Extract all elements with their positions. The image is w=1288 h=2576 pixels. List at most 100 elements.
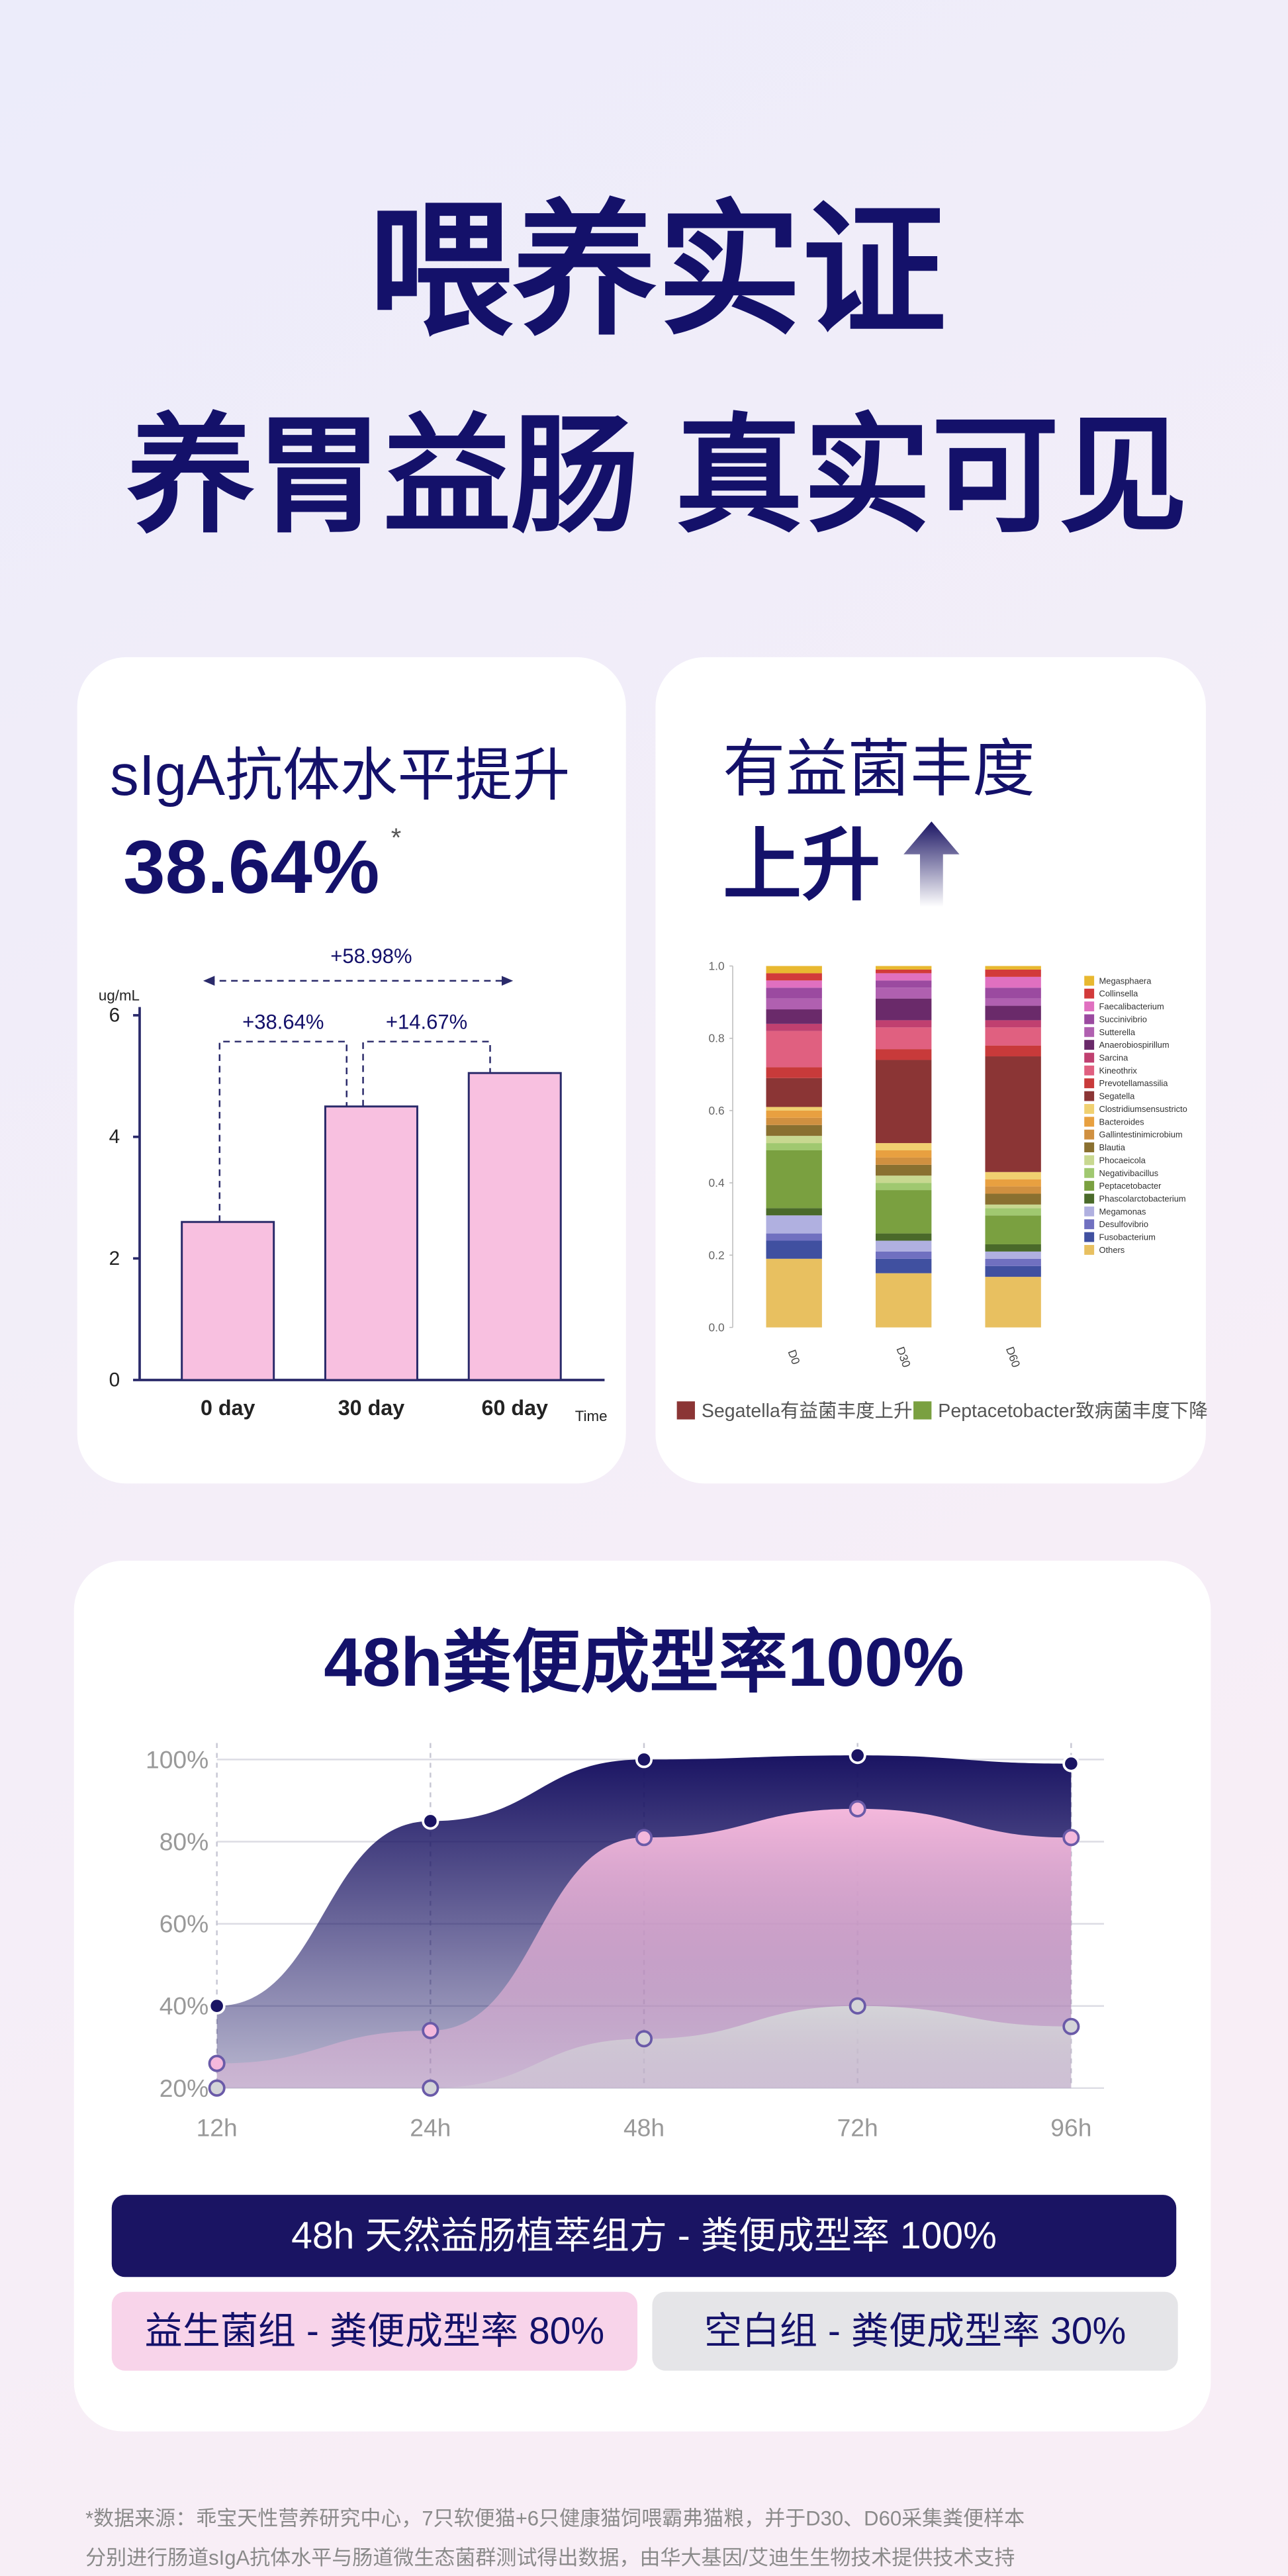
legend-swatch: [1084, 1040, 1095, 1050]
bar-segment: [985, 1172, 1041, 1179]
y-tick-label: 0.6: [708, 1104, 724, 1117]
bar-segment: [985, 1193, 1041, 1205]
bar-segment: [766, 1009, 822, 1024]
legend-swatch: [1084, 1244, 1095, 1255]
y-axis-label: ug/mL: [99, 988, 140, 1004]
card-title: 有益菌丰度: [723, 734, 1035, 804]
bar-segment: [875, 966, 932, 970]
legend-box: [111, 2195, 1177, 2277]
legend-label: Others: [1099, 1245, 1125, 1255]
bar-segment: [875, 1150, 932, 1158]
y-tick-label: 0: [109, 1369, 120, 1391]
legend-label: Negativibacillus: [1099, 1168, 1159, 1178]
legend-label: Fusobacterium: [1099, 1232, 1156, 1242]
bar-segment: [766, 973, 822, 981]
bar-segment: [875, 1240, 932, 1252]
legend-swatch: [1084, 1091, 1095, 1101]
bar-segment: [875, 1157, 932, 1165]
y-tick-label: 6: [109, 1004, 120, 1026]
data-point: [422, 2021, 439, 2039]
bar-segment: [766, 1233, 822, 1241]
x-tick-label: 30 day: [338, 1396, 404, 1420]
annotation: +38.64%: [242, 1010, 324, 1033]
legend-label: 空白组 - 粪便成型率 30%: [704, 2310, 1126, 2352]
bar-segment: [766, 1031, 822, 1068]
legend-swatch: [1084, 1168, 1095, 1178]
y-tick-label: 100%: [146, 1745, 208, 1773]
y-tick-label: 4: [109, 1126, 120, 1148]
x-tick-label: 60 day: [482, 1396, 548, 1420]
card-title: sIgA抗体水平提升: [110, 743, 570, 807]
legend-swatch: [1084, 1232, 1095, 1242]
bar-segment: [985, 1179, 1041, 1187]
annotation-bracket: [362, 1040, 491, 1107]
legend-label: Megamonas: [1099, 1207, 1146, 1217]
card-title: 48h粪便成型率100%: [324, 1624, 964, 1701]
bar-segment: [875, 973, 932, 981]
bar-segment: [875, 1175, 932, 1183]
legend-label: Prevotellamassilia: [1099, 1078, 1169, 1088]
legend-label: Segatella有益菌丰度上升: [702, 1401, 913, 1422]
x-tick-label: 72h: [837, 2113, 878, 2141]
legend-swatch: [1084, 988, 1095, 999]
legend-label: 48h 天然益肠植萃组方 - 粪便成型率 100%: [291, 2215, 997, 2257]
x-tick-label: 12h: [197, 2113, 238, 2141]
legend-swatch: [913, 1401, 932, 1420]
bar-segment: [875, 1060, 932, 1144]
x-axis-label: Time: [575, 1408, 608, 1424]
data-point: [849, 1747, 866, 1765]
legend-swatch: [1084, 1117, 1095, 1127]
bar-segment: [985, 1265, 1041, 1277]
legend-swatch: [1084, 1027, 1095, 1037]
bar-segment: [985, 1244, 1041, 1252]
legend-swatch: [1084, 1219, 1095, 1230]
headline-mark: *: [391, 823, 401, 852]
y-tick-label: 0.8: [708, 1032, 724, 1045]
legend-box: [652, 2291, 1178, 2371]
bar-segment: [875, 1027, 932, 1050]
bar: [467, 1072, 562, 1381]
bar-segment: [766, 988, 822, 999]
bar-segment: [766, 966, 822, 974]
annotation: +14.67%: [386, 1010, 467, 1033]
bar-segment: [766, 980, 822, 988]
legend-label: Gallintestinimicrobium: [1099, 1130, 1183, 1140]
bar-segment: [766, 1215, 822, 1234]
bar-segment: [766, 1258, 822, 1328]
legend-swatch: [1084, 1206, 1095, 1217]
y-tick-label: 0.2: [708, 1248, 724, 1262]
bar-segment: [985, 1027, 1041, 1046]
bar-segment: [766, 1208, 822, 1216]
bar-segment: [875, 1233, 932, 1241]
legend-label: 益生菌组 - 粪便成型率 80%: [145, 2310, 605, 2352]
legend-label: Anaerobiospirillum: [1099, 1040, 1170, 1050]
data-point: [849, 1997, 866, 2015]
y-tick-label: 60%: [160, 1910, 209, 1938]
bar-segment: [985, 1186, 1041, 1194]
legend-label: Clostridiumsensustricto: [1099, 1104, 1187, 1114]
bar-segment: [875, 980, 932, 988]
legend-label: Collinsella: [1099, 989, 1139, 999]
headline: 38.64%: [123, 825, 379, 909]
legend-label: Bacteroides: [1099, 1117, 1144, 1127]
annotation: +58.98%: [330, 944, 412, 968]
bar-segment: [985, 1056, 1041, 1172]
footnote: 分别进行肠道sIgA抗体水平与肠道微生态菌群测试得出数据，由华大基因/艾迪生生物…: [85, 2546, 1015, 2569]
bar-segment: [985, 988, 1041, 999]
legend-swatch: [1084, 976, 1095, 986]
bar-segment: [875, 1020, 932, 1028]
legend-label: Sarcina: [1099, 1053, 1129, 1063]
data-point: [635, 1751, 653, 1769]
bar-segment: [766, 1078, 822, 1107]
bar-segment: [875, 988, 932, 999]
legend-label: Kineothrix: [1099, 1066, 1138, 1076]
bar-segment: [766, 1107, 822, 1111]
page-title: 喂养实证: [368, 191, 946, 352]
data-point: [208, 1997, 226, 2015]
legend-swatch: [1084, 1078, 1095, 1089]
bar-segment: [766, 1117, 822, 1125]
x-tick-label: 24h: [410, 2113, 451, 2141]
y-tick-label: 0.4: [708, 1176, 724, 1189]
bar-segment: [766, 1067, 822, 1078]
